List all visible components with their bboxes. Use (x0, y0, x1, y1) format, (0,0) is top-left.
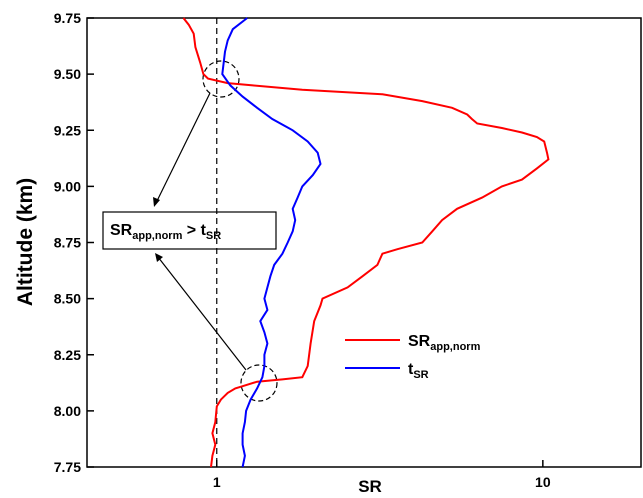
annotation-subscript: app,norm (132, 230, 182, 242)
y-tick-label: 7.75 (54, 459, 81, 475)
annotation-box (102, 211, 277, 250)
x-tick-label: 10 (535, 474, 551, 490)
highlight-circle (240, 364, 278, 402)
arrow (157, 256, 247, 371)
legend-label: SRapp,norm (408, 333, 481, 353)
y-tick-label: 8.00 (54, 403, 81, 419)
annotation-subscript: SR (206, 230, 221, 242)
y-tick-label: 9.25 (54, 122, 81, 138)
legend-name: SR (408, 333, 431, 350)
annotation-text: SRapp,norm > tSR (110, 222, 221, 242)
y-axis-title: Altitude (km) (14, 178, 37, 306)
legend-subscript: app,norm (430, 341, 480, 353)
y-tick-label: 9.75 (54, 10, 81, 26)
legend-name: t (408, 361, 414, 378)
arrow (155, 92, 211, 204)
y-tick-label: 9.50 (54, 66, 81, 82)
series-line (182, 17, 550, 468)
legend-label: tSR (408, 361, 429, 381)
y-tick-label: 8.75 (54, 235, 81, 251)
highlight-circle (202, 60, 240, 98)
x-tick-label: 1 (213, 474, 221, 490)
series-line (221, 17, 322, 468)
y-tick-label: 9.00 (54, 178, 81, 194)
annotation-part: SR (110, 222, 133, 239)
x-axis-title: SR (358, 477, 382, 496)
arrowhead (155, 253, 163, 262)
y-tick-label: 8.50 (54, 291, 81, 307)
annotation-part: > t (182, 222, 206, 239)
legend-subscript: SR (413, 369, 428, 381)
y-tick-label: 8.25 (54, 347, 81, 363)
arrowhead (153, 197, 160, 207)
